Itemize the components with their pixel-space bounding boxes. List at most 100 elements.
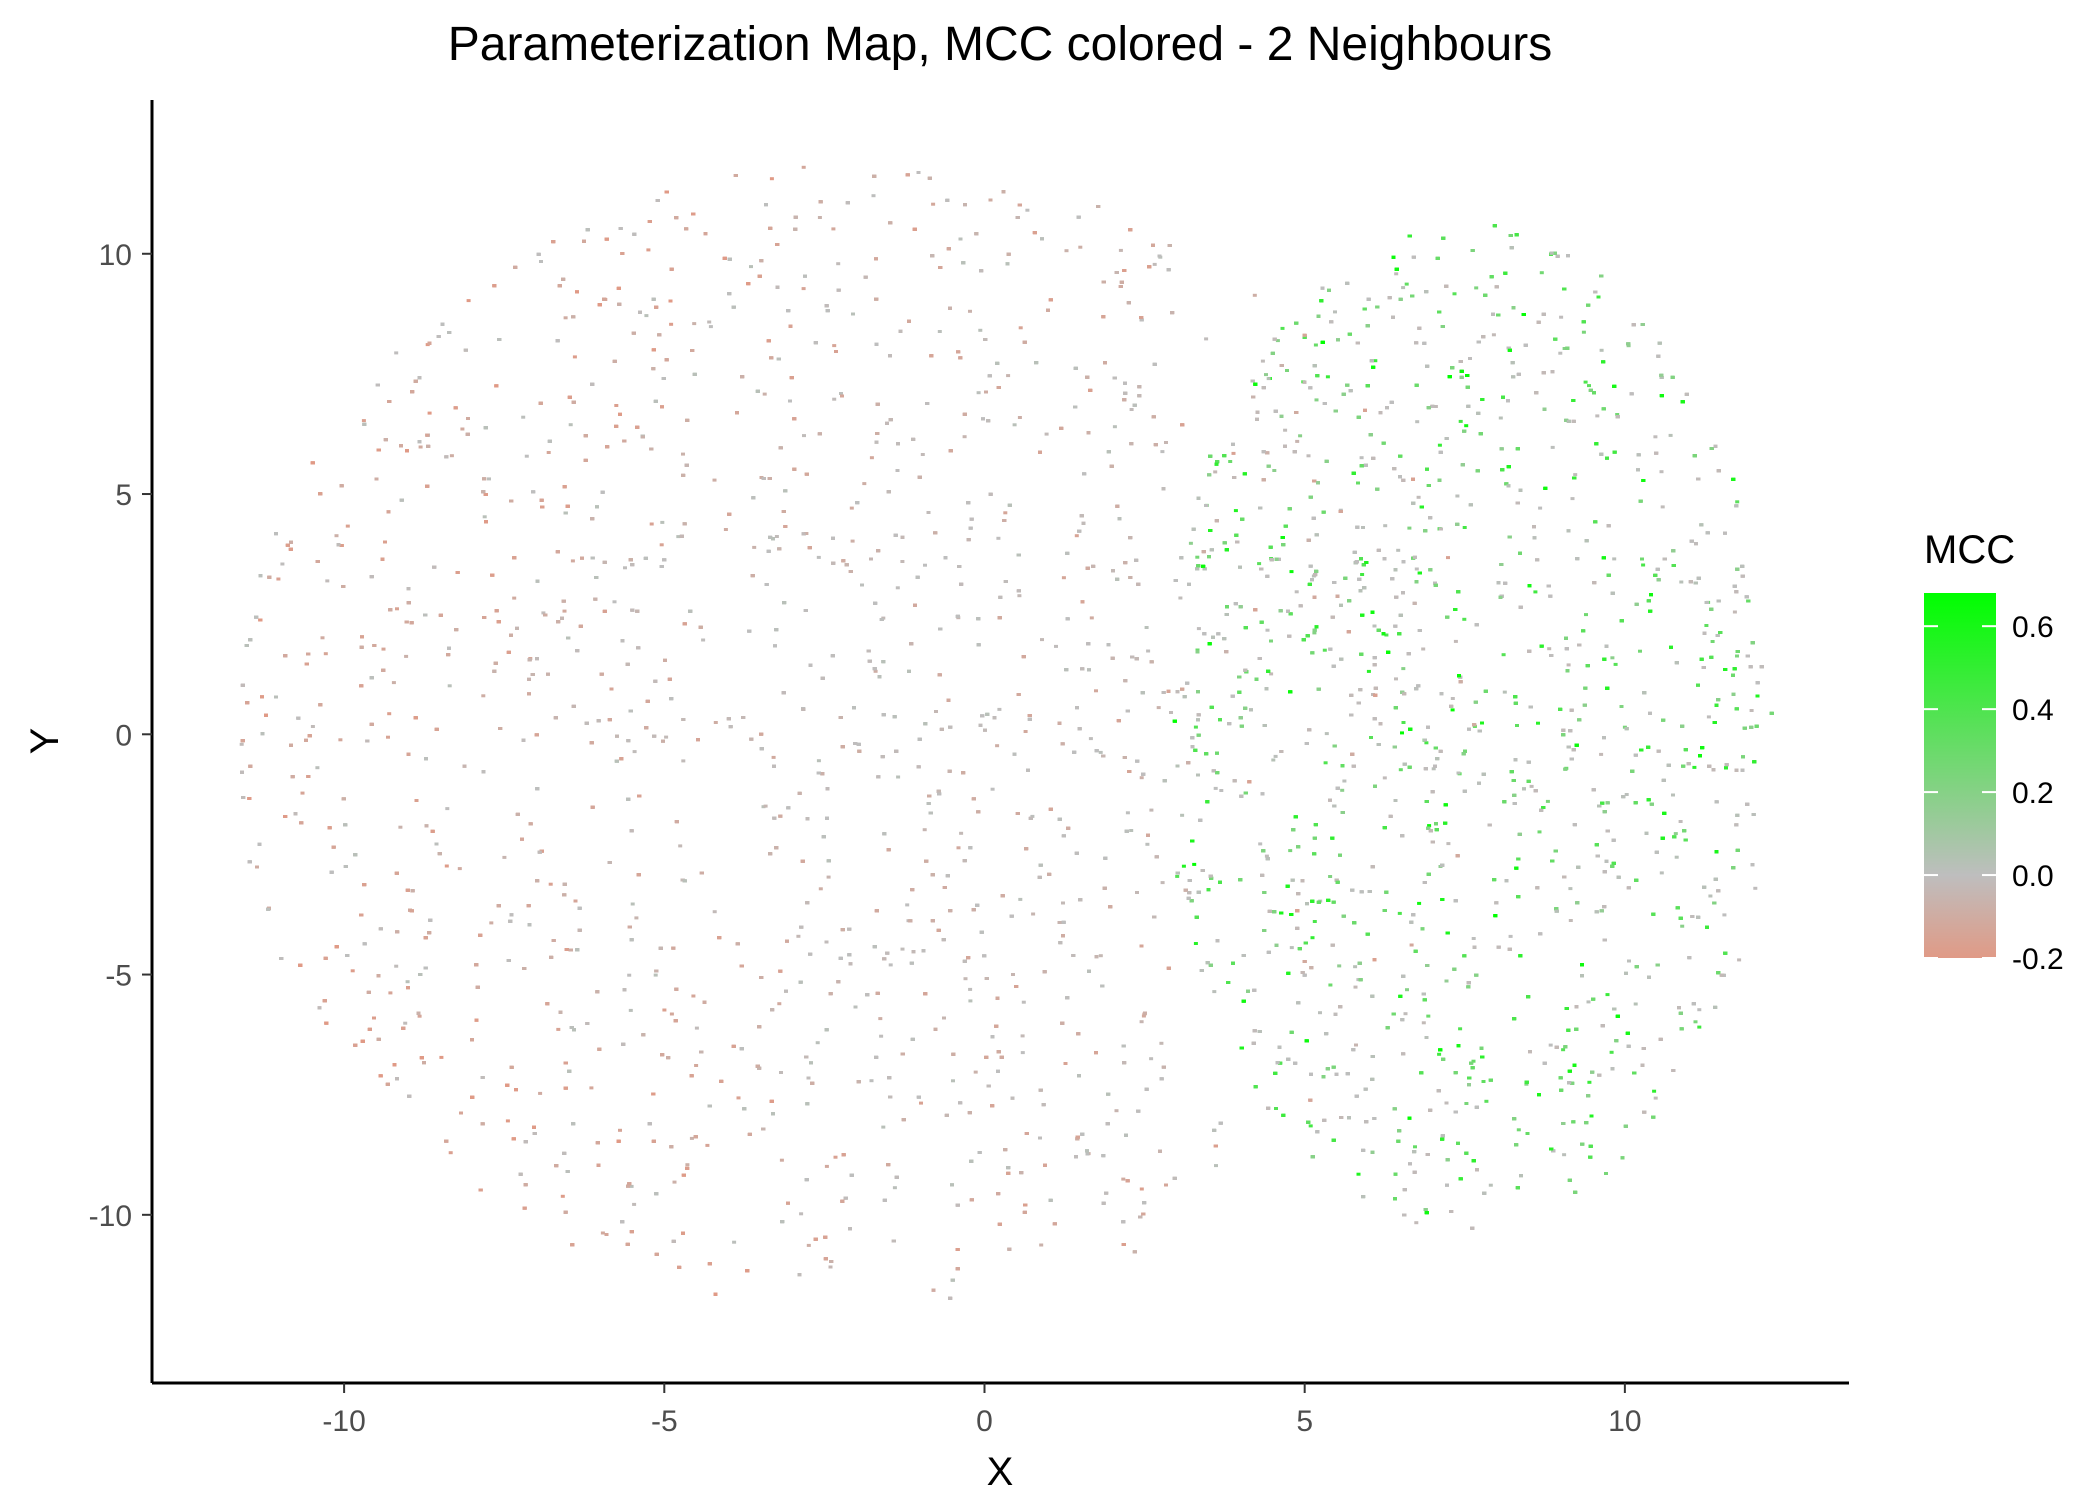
data-point: [692, 322, 697, 326]
data-point: [418, 445, 423, 449]
data-point: [512, 596, 517, 600]
data-point: [968, 987, 973, 991]
data-point: [1404, 282, 1409, 286]
data-point: [457, 867, 462, 871]
data-point: [1337, 964, 1342, 968]
data-point: [1264, 854, 1269, 858]
data-point: [1407, 526, 1412, 530]
data-point: [388, 991, 393, 995]
data-point: [1570, 497, 1575, 501]
data-point: [1562, 347, 1567, 350]
data-point: [799, 1212, 804, 1216]
data-point: [1458, 1027, 1463, 1031]
chart-title: Parameterization Map, MCC colored - 2 Ne…: [448, 18, 1552, 71]
data-point: [1318, 1011, 1322, 1015]
data-point: [701, 638, 706, 642]
data-point: [817, 216, 822, 219]
data-point: [325, 579, 330, 583]
data-point: [1074, 534, 1079, 538]
data-point: [707, 320, 712, 324]
data-point: [833, 1155, 838, 1159]
data-point: [1017, 416, 1022, 419]
data-point: [769, 177, 774, 181]
data-point: [1697, 1025, 1702, 1029]
data-point: [1446, 842, 1451, 846]
data-point: [1710, 640, 1715, 643]
data-point: [1373, 359, 1378, 363]
data-point: [1516, 1128, 1521, 1132]
data-point: [1641, 563, 1646, 567]
data-point: [398, 825, 403, 829]
data-point: [573, 899, 578, 903]
data-point: [1558, 351, 1563, 355]
data-point: [1660, 505, 1665, 509]
data-point: [951, 1079, 955, 1083]
data-point: [736, 1096, 741, 1100]
data-point: [1595, 414, 1600, 418]
data-point: [681, 759, 686, 763]
data-point: [1360, 573, 1365, 576]
data-point: [1455, 494, 1460, 498]
data-point: [1356, 978, 1361, 982]
data-point: [320, 636, 325, 640]
data-point: [1529, 784, 1534, 788]
data-point: [1735, 500, 1740, 504]
data-point: [660, 520, 665, 524]
data-point: [338, 738, 343, 742]
data-point: [1193, 942, 1198, 945]
data-point: [1471, 937, 1476, 940]
data-point: [646, 248, 651, 252]
data-point: [1180, 813, 1185, 817]
data-point: [1384, 633, 1389, 637]
data-point: [572, 355, 577, 359]
data-point: [1144, 626, 1149, 629]
data-point: [1312, 920, 1317, 923]
data-point: [1145, 842, 1150, 846]
data-point: [1088, 737, 1093, 741]
data-point: [1139, 1020, 1144, 1024]
data-point: [394, 964, 399, 968]
data-point: [417, 1014, 422, 1018]
data-point: [832, 397, 837, 401]
data-point: [1679, 580, 1684, 584]
data-point: [900, 560, 905, 563]
data-point: [1257, 562, 1262, 566]
data-point: [1328, 983, 1333, 987]
data-point: [1405, 988, 1409, 992]
data-point: [801, 165, 806, 169]
data-point: [548, 882, 553, 886]
data-point: [1539, 271, 1544, 275]
data-point: [1538, 506, 1543, 510]
data-point: [350, 969, 355, 973]
data-point: [968, 309, 972, 313]
data-point: [1359, 456, 1364, 460]
data-point: [395, 607, 399, 611]
data-point: [632, 1202, 637, 1206]
data-point: [881, 1125, 886, 1129]
data-point: [1545, 799, 1550, 803]
data-point: [1737, 958, 1742, 962]
data-point: [1146, 649, 1151, 653]
data-point: [1040, 638, 1044, 642]
data-point: [761, 805, 766, 809]
data-point: [1605, 993, 1610, 997]
data-point: [873, 669, 878, 673]
data-point: [630, 902, 635, 906]
data-point: [1584, 613, 1588, 617]
data-point: [879, 1034, 884, 1038]
data-point: [662, 1008, 667, 1012]
data-point: [1680, 924, 1685, 928]
data-point: [1753, 886, 1758, 890]
data-point: [1039, 1243, 1044, 1247]
data-point: [931, 202, 936, 206]
data-point: [1273, 754, 1278, 758]
data-point: [1265, 628, 1270, 632]
data-point: [1609, 1050, 1614, 1054]
data-point: [1231, 451, 1236, 455]
data-point: [1653, 435, 1658, 439]
data-point: [1213, 470, 1218, 474]
data-point: [1501, 653, 1506, 657]
data-point: [1012, 423, 1017, 427]
data-point: [1269, 672, 1274, 676]
